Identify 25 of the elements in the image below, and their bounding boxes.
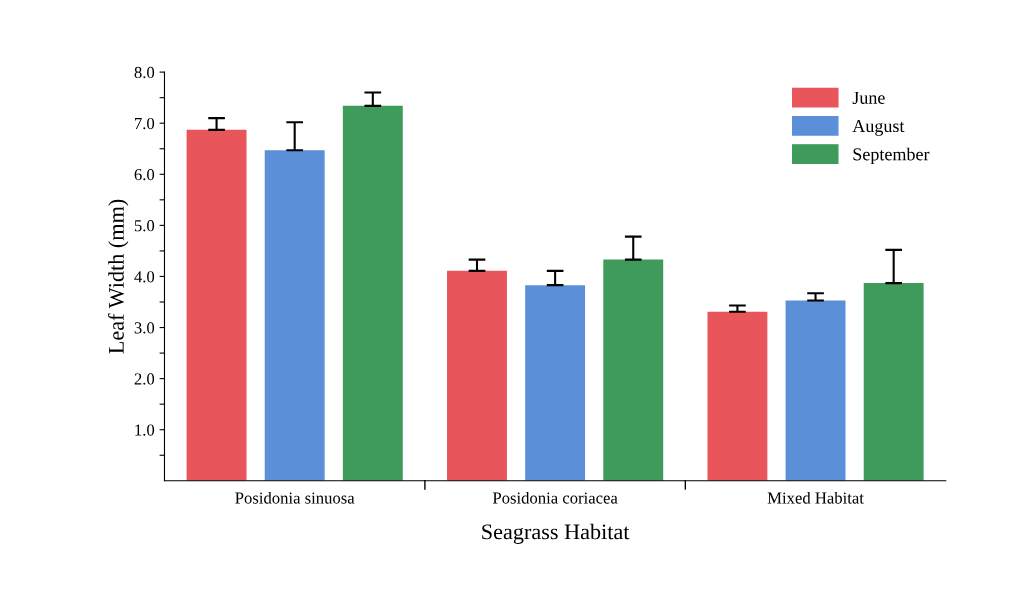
y-axis-title: Leaf Width (mm) <box>107 199 129 354</box>
legend-label: September <box>853 147 930 165</box>
bar <box>186 129 247 481</box>
bar <box>785 300 846 481</box>
bar <box>264 150 325 481</box>
y-tick-label: 5.0 <box>134 220 155 232</box>
y-tick-label: 7.0 <box>135 117 155 130</box>
bar <box>863 283 924 481</box>
x-axis-title: Seagrass Habitat <box>482 523 630 544</box>
bar <box>342 105 403 481</box>
x-tick-label: Posidonia sinuosa <box>235 491 355 504</box>
bar <box>525 285 586 481</box>
y-tick-label: 4.0 <box>134 271 155 283</box>
y-tick-label: 3.0 <box>134 322 155 334</box>
legend-label: August <box>852 120 905 136</box>
y-tick-label: 2.0 <box>134 373 155 385</box>
y-tick-label: 1.0 <box>135 424 155 436</box>
legend-label: June <box>852 91 885 104</box>
y-tick-label: 8.0 <box>134 66 155 79</box>
x-tick-label: Mixed Habitat <box>767 491 864 504</box>
x-tick-label: Posidonia coriacea <box>492 491 618 504</box>
y-tick-label: 6.0 <box>134 168 155 181</box>
bar <box>603 259 664 481</box>
bar <box>707 311 768 481</box>
bar <box>447 270 507 481</box>
